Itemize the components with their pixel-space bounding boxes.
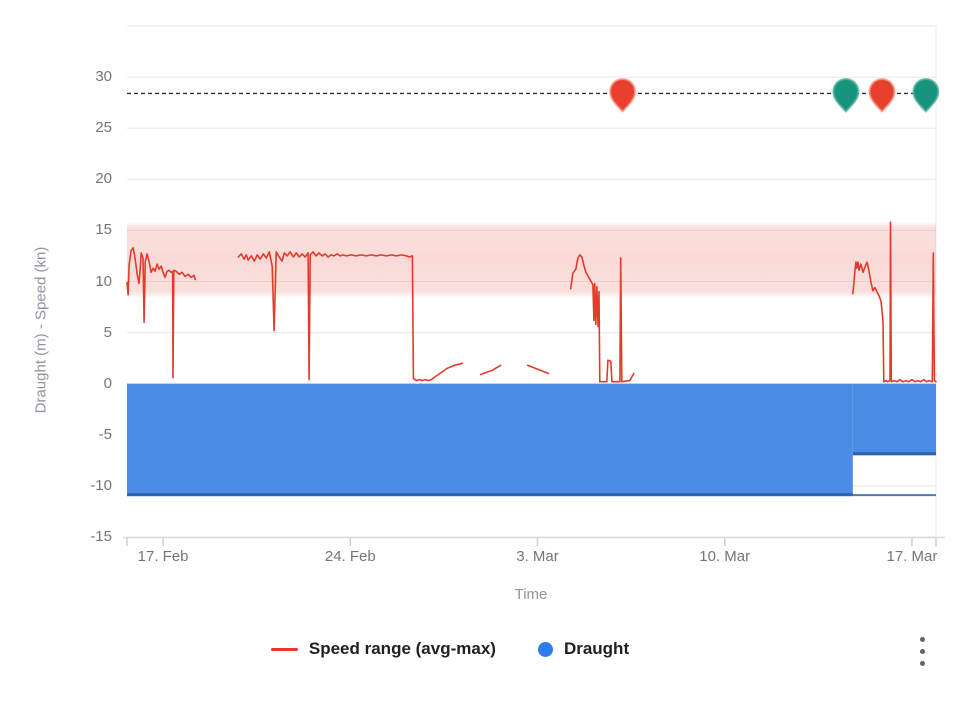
y-tick-label: 15 (95, 221, 112, 239)
legend-label-speed-range: Speed range (avg-max) (308, 639, 496, 658)
kebab-dot (919, 648, 925, 654)
x-axis-title: Time (514, 586, 548, 603)
y-tick-label: -15 (90, 528, 112, 545)
event-marker-red[interactable] (609, 77, 637, 113)
legend-label-draught: Draught (563, 639, 630, 658)
x-tick-label: 24. Feb (324, 548, 376, 565)
x-tick-label: 17. Feb (137, 548, 189, 565)
event-marker-green[interactable] (832, 77, 860, 113)
y-tick-label: 30 (95, 68, 112, 86)
speed-range-line[interactable] (851, 221, 937, 383)
legend-item-draught[interactable]: Draught (537, 639, 630, 659)
speed-range-line[interactable] (126, 247, 196, 379)
legend-item-speed-range[interactable]: Speed range (avg-max) (270, 639, 496, 659)
draught-area[interactable] (852, 383, 936, 456)
more-options-icon[interactable] (910, 630, 934, 672)
y-tick-label: 25 (95, 119, 112, 137)
y-axis-title: Draught (m) - Speed (kn) (32, 246, 50, 414)
speed-range-line[interactable] (237, 251, 464, 382)
event-marker-balloon-icon[interactable] (912, 77, 940, 113)
chart-legend: Speed range (avg-max) Draught (0, 639, 900, 659)
draught-area[interactable] (127, 383, 853, 497)
event-marker-green[interactable] (912, 77, 940, 113)
x-tick-label: 10. Mar (699, 548, 751, 565)
kebab-dot (919, 660, 925, 666)
speed-range-line-swatch (270, 647, 298, 651)
draught-dot-swatch (537, 641, 553, 657)
y-tick-label: 5 (103, 323, 112, 341)
event-marker-balloon-icon[interactable] (868, 77, 896, 113)
speed-range-line[interactable] (569, 254, 635, 383)
kebab-dot (919, 636, 925, 642)
x-tick-label: 3. Mar (516, 548, 559, 565)
event-marker-balloon-icon[interactable] (832, 77, 860, 113)
speed-range-line[interactable] (479, 364, 502, 376)
event-marker-red[interactable] (868, 77, 896, 113)
y-tick-label: 20 (95, 170, 112, 188)
y-tick-label: 0 (103, 374, 112, 392)
y-tick-label: 10 (95, 272, 112, 290)
speed-range-line[interactable] (526, 364, 550, 375)
y-tick-label: -10 (90, 476, 112, 494)
event-marker-balloon-icon[interactable] (609, 77, 637, 113)
speed-range-band (127, 221, 936, 298)
y-tick-label: -5 (98, 425, 112, 443)
x-tick-label: 17. Mar (886, 548, 938, 565)
